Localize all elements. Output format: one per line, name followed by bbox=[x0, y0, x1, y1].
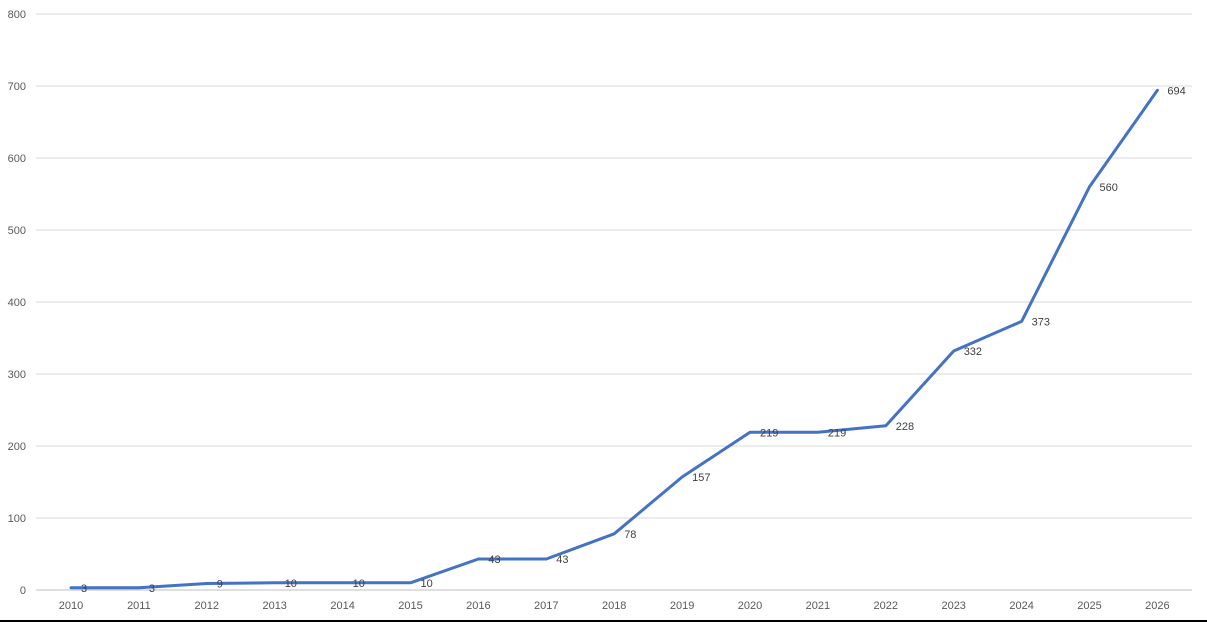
data-label: 10 bbox=[285, 578, 297, 590]
y-tick-label: 0 bbox=[20, 585, 26, 597]
x-tick-label: 2011 bbox=[127, 600, 151, 612]
y-tick-label: 800 bbox=[8, 9, 26, 21]
x-tick-label: 2021 bbox=[806, 600, 830, 612]
x-tick-label: 2026 bbox=[1145, 600, 1169, 612]
x-tick-label: 2022 bbox=[874, 600, 898, 612]
y-tick-label: 100 bbox=[8, 513, 26, 525]
data-label: 3 bbox=[149, 583, 155, 595]
y-tick-label: 600 bbox=[8, 153, 26, 165]
y-tick-label: 200 bbox=[8, 441, 26, 453]
y-tick-label: 500 bbox=[8, 225, 26, 237]
x-tick-label: 2016 bbox=[466, 600, 490, 612]
data-label: 10 bbox=[353, 578, 365, 590]
data-label: 373 bbox=[1032, 316, 1050, 328]
x-tick-label: 2024 bbox=[1009, 600, 1033, 612]
data-label: 78 bbox=[624, 529, 636, 541]
x-tick-label: 2017 bbox=[534, 600, 558, 612]
data-label: 228 bbox=[896, 421, 914, 433]
data-label: 560 bbox=[1100, 182, 1118, 194]
series-line bbox=[69, 88, 1159, 590]
data-label: 10 bbox=[421, 578, 433, 590]
data-label: 219 bbox=[828, 427, 846, 439]
data-label: 332 bbox=[964, 346, 982, 358]
y-tick-label: 400 bbox=[8, 297, 26, 309]
x-tick-label: 2019 bbox=[670, 600, 694, 612]
data-labels: 3 3 9 10 10 10 43 43 78 157 219 219 228 332 373 560 694 bbox=[81, 85, 1186, 595]
bottom-border bbox=[0, 620, 1207, 622]
data-label: 43 bbox=[488, 554, 500, 566]
y-tick-label: 300 bbox=[8, 369, 26, 381]
x-tick-label: 2010 bbox=[59, 600, 83, 612]
y-tick-label: 700 bbox=[8, 81, 26, 93]
x-tick-label: 2013 bbox=[262, 600, 286, 612]
x-tick-label: 2023 bbox=[941, 600, 965, 612]
x-tick-label: 2015 bbox=[398, 600, 422, 612]
x-tick-label: 2020 bbox=[738, 600, 762, 612]
x-tick-label: 2025 bbox=[1077, 600, 1101, 612]
x-tick-label: 2018 bbox=[602, 600, 626, 612]
data-label: 219 bbox=[760, 427, 778, 439]
y-axis-tick-labels: 0 100 200 300 400 500 600 700 800 bbox=[8, 9, 26, 597]
x-tick-label: 2014 bbox=[330, 600, 354, 612]
x-tick-label: 2012 bbox=[195, 600, 219, 612]
data-label: 3 bbox=[81, 583, 87, 595]
series-group bbox=[69, 88, 1159, 590]
x-axis-tick-labels: 2010 2011 2012 2013 2014 2015 2016 2017 2018 2019… bbox=[59, 600, 1170, 612]
data-label: 43 bbox=[556, 554, 568, 566]
gridlines bbox=[36, 13, 1192, 591]
data-label: 9 bbox=[217, 579, 223, 591]
data-label: 694 bbox=[1167, 85, 1185, 97]
data-label: 157 bbox=[692, 472, 710, 484]
